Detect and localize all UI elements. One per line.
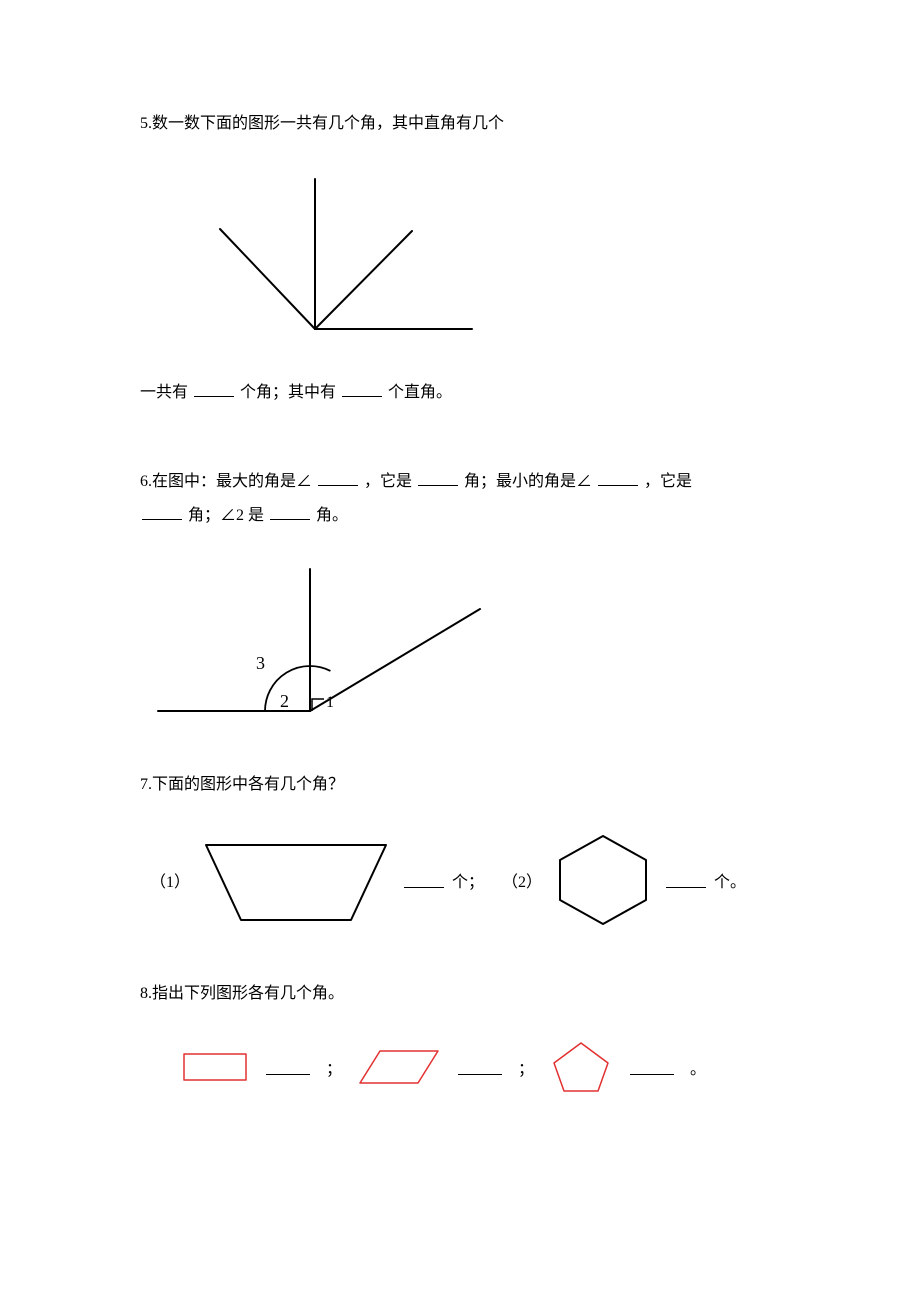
q5-prompt: 5.数一数下面的图形一共有几个角，其中直角有几个 <box>140 110 780 139</box>
q7-shapes-row: （1） 个； （2） 个。 <box>150 830 780 930</box>
q6-prompt-line2: 角；∠2 是 角。 <box>140 502 780 531</box>
q7-unit-1: 个； <box>452 868 484 892</box>
q5-blank-right[interactable] <box>342 381 382 397</box>
q8-blank-1[interactable] <box>266 1059 310 1075</box>
q7-blank-2[interactable] <box>666 872 706 888</box>
q6-blank-min-type[interactable] <box>142 504 182 520</box>
q5-text-a: 一共有 <box>140 384 188 401</box>
q6-text-b: ，它是 <box>364 473 412 490</box>
q8-prompt: 8.指出下列图形各有几个角。 <box>140 980 780 1009</box>
q8-blank-2[interactable] <box>458 1059 502 1075</box>
q5-blank-total[interactable] <box>194 381 234 397</box>
q7-label-1: （1） <box>150 868 190 892</box>
worksheet-page: 5.数一数下面的图形一共有几个角，其中直角有几个 一共有 个角；其中有 个直角。… <box>0 0 920 1225</box>
q6-figure: 32 1 <box>150 561 780 731</box>
q5-figure <box>150 169 780 349</box>
q8-pentagon-svg <box>548 1039 614 1095</box>
q6-text-d: ，它是 <box>644 473 692 490</box>
q5-rays-svg <box>150 169 480 349</box>
q7-blank-1[interactable] <box>404 872 444 888</box>
q8-shapes-row: ； ； 。 <box>180 1039 780 1095</box>
q5-text-b: 个角；其中有 <box>240 384 336 401</box>
q7-prompt: 7.下面的图形中各有几个角？ <box>140 771 780 800</box>
q8-period: 。 <box>690 1055 706 1079</box>
q6-text-c: 角；最小的角是∠ <box>464 473 592 490</box>
q7-unit-2: 个。 <box>714 868 746 892</box>
q6-text-a: 6.在图中：最大的角是∠ <box>140 473 312 490</box>
q6-text-f: 角。 <box>316 507 348 524</box>
q8-parallelogram-svg <box>356 1047 442 1087</box>
q6-text-e: 角；∠2 是 <box>188 507 264 524</box>
q7-label-2: （2） <box>502 868 542 892</box>
q8-semi-2: ； <box>518 1055 534 1079</box>
q6-prompt-line1: 6.在图中：最大的角是∠ ，它是 角；最小的角是∠ ，它是 <box>140 468 780 497</box>
svg-text:1: 1 <box>326 694 334 711</box>
q7-hexagon-svg <box>548 830 658 930</box>
q6-blank-angle2[interactable] <box>270 504 310 520</box>
q6-blank-max-type[interactable] <box>418 470 458 486</box>
svg-text:3: 3 <box>256 653 265 673</box>
q8-semi-1: ； <box>326 1055 342 1079</box>
q6-blank-min[interactable] <box>598 470 638 486</box>
q6-angles-svg: 32 1 <box>150 561 490 731</box>
q8-blank-3[interactable] <box>630 1059 674 1075</box>
q8-rectangle-svg <box>180 1050 250 1084</box>
q5-text-c: 个直角。 <box>388 384 452 401</box>
q5-answer-line: 一共有 个角；其中有 个直角。 <box>140 379 780 408</box>
q7-trapezoid-svg <box>196 835 396 925</box>
svg-text:2: 2 <box>280 691 289 711</box>
q6-blank-max[interactable] <box>318 470 358 486</box>
